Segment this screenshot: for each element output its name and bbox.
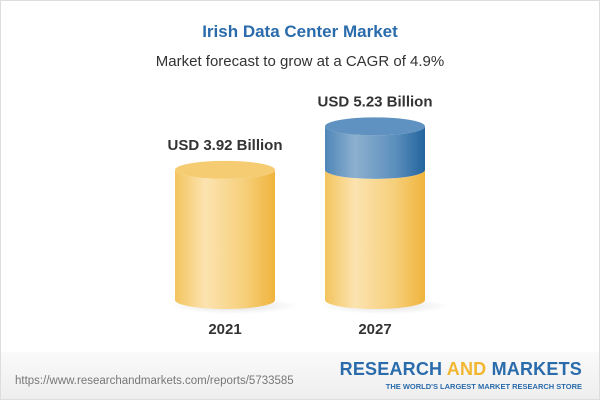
cylinder-top xyxy=(175,160,275,179)
cylinder-top xyxy=(325,117,425,136)
brand-logo: RESEARCH AND MARKETS THE WORLD'S LARGEST… xyxy=(340,359,582,391)
footer: https://www.researchandmarkets.com/repor… xyxy=(1,352,599,399)
cylinder-chart: USD 3.92 Billion 2021 USD 5.23 Billion 2027 xyxy=(167,93,450,338)
chart-title: Irish Data Center Market xyxy=(202,22,398,41)
cylinder-base-segment xyxy=(325,169,425,309)
category-label: 2027 xyxy=(358,321,391,338)
brand-text-and: AND xyxy=(446,359,487,379)
cylinder-growth-segment xyxy=(325,126,425,179)
brand-text-markets: MARKETS xyxy=(486,359,582,379)
chart-subtitle: Market forecast to grow at a CAGR of 4.9… xyxy=(155,53,445,70)
category-label: 2021 xyxy=(208,321,241,338)
brand-tagline: THE WORLD'S LARGEST MARKET RESEARCH STOR… xyxy=(385,382,582,391)
data-label: USD 3.92 Billion xyxy=(167,137,282,154)
source-url[interactable]: https://www.researchandmarkets.com/repor… xyxy=(15,375,294,387)
cylinder-base-segment xyxy=(175,169,275,309)
brand-text: RESEARCH xyxy=(339,359,447,379)
data-label: USD 5.23 Billion xyxy=(317,93,432,110)
